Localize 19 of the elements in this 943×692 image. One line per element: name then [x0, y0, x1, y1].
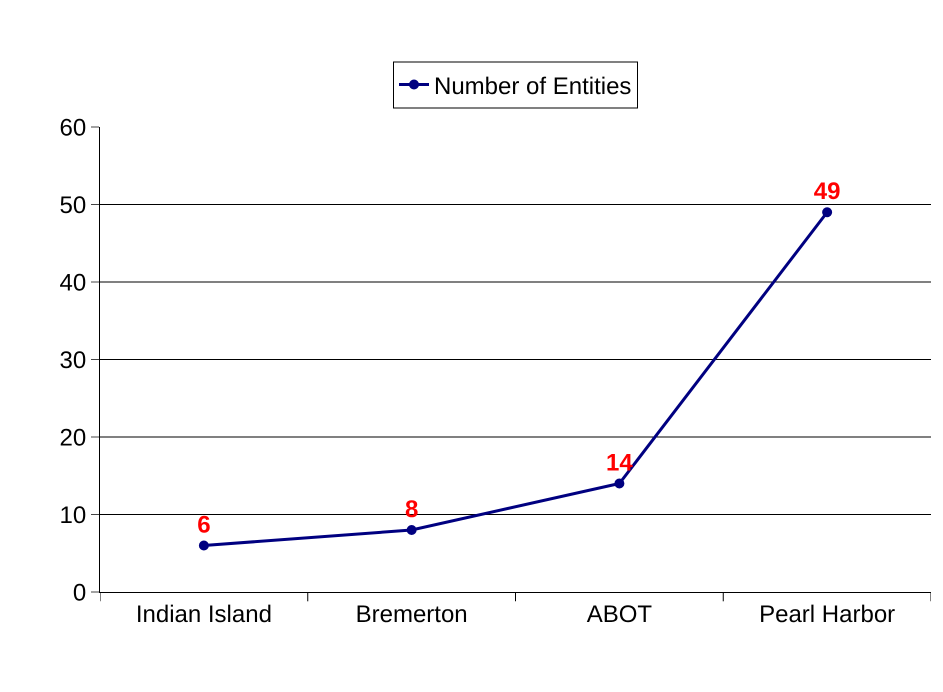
point	[614, 478, 624, 488]
point	[198, 540, 209, 550]
y-tick-label: 0	[72, 579, 86, 606]
data-label: 14	[606, 449, 634, 476]
y-tick-label: 60	[59, 114, 86, 142]
point	[822, 207, 832, 218]
x-tick-label: Pearl Harbor	[759, 600, 896, 628]
data-label: 6	[197, 511, 211, 538]
legend-label: Number of Entities	[434, 72, 632, 100]
data-label: 49	[814, 178, 840, 205]
x-tick-label: Bremerton	[356, 600, 468, 628]
point	[406, 525, 417, 535]
x-tick-label: ABOT	[586, 600, 652, 628]
y-tick-label: 50	[59, 192, 86, 219]
x-tick-label: Indian Island	[136, 600, 272, 628]
y-tick-label: 30	[59, 346, 86, 374]
y-tick-label: 10	[59, 502, 86, 529]
y-tick-label: 20	[59, 424, 86, 452]
y-tick-label: 40	[59, 269, 86, 296]
